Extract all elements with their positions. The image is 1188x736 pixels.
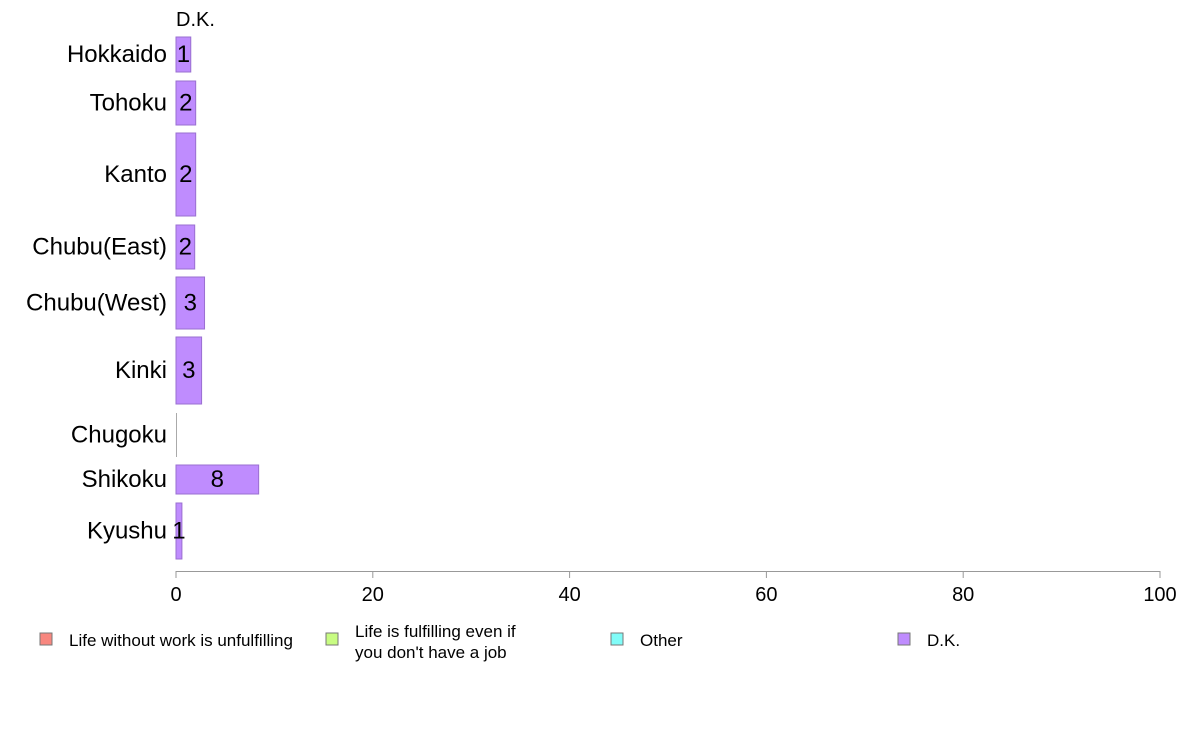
category-label: Kyushu: [87, 518, 167, 545]
legend-swatch: [325, 632, 339, 646]
legend-label: Life is fulfilling even if you don't have…: [355, 622, 516, 662]
category-label: Kinki: [115, 357, 167, 384]
value-label: 3: [182, 357, 195, 384]
x-tick-label: 80: [952, 584, 974, 606]
value-label: 2: [179, 90, 192, 117]
legend: Life without work is unfulfilling Life is…: [39, 622, 960, 662]
value-label: 1: [172, 518, 185, 545]
bar-hokkaido: [175, 36, 192, 73]
value-label: 2: [179, 234, 192, 261]
value-label: 1: [177, 41, 190, 68]
x-tick-label: 0: [170, 584, 181, 606]
bar-tohoku: [175, 80, 197, 126]
legend-swatch: [610, 632, 624, 646]
legend-label: D.K.: [927, 631, 960, 650]
category-label: Kanto: [104, 161, 167, 188]
category-label: Chubu(West): [26, 290, 167, 317]
legend-swatch: [897, 632, 911, 646]
x-tick-label: 60: [755, 584, 777, 606]
category-label: Tohoku: [90, 90, 167, 117]
bar-kyushu: [175, 502, 183, 560]
value-label: 2: [179, 161, 192, 188]
category-label: Shikoku: [82, 466, 167, 493]
bars-group: [175, 36, 260, 560]
category-labels: Hokkaido Tohoku Kanto Chubu(East) Chubu(West…: [26, 41, 167, 545]
legend-label: Life without work is unfulfilling: [69, 631, 293, 650]
panel-title: D.K.: [176, 9, 215, 31]
legend-label: Other: [640, 631, 683, 650]
x-tick-label: 40: [558, 584, 580, 606]
category-label: Chugoku: [71, 422, 167, 449]
x-tick-label: 100: [1143, 584, 1176, 606]
value-label: 3: [184, 290, 197, 317]
category-label: Hokkaido: [67, 41, 167, 68]
category-label: Chubu(East): [32, 234, 167, 261]
bar-chubu-east-: [175, 224, 196, 270]
bar-chubu-west-: [175, 276, 206, 330]
x-tick-label: 20: [362, 584, 384, 606]
value-label: 8: [211, 466, 224, 493]
legend-swatch: [39, 632, 53, 646]
bar-kinki: [175, 336, 203, 405]
bar-shikoku: [175, 464, 260, 495]
x-axis: 0 20 40 60 80 100: [170, 571, 1177, 606]
bar-kanto: [175, 132, 197, 217]
